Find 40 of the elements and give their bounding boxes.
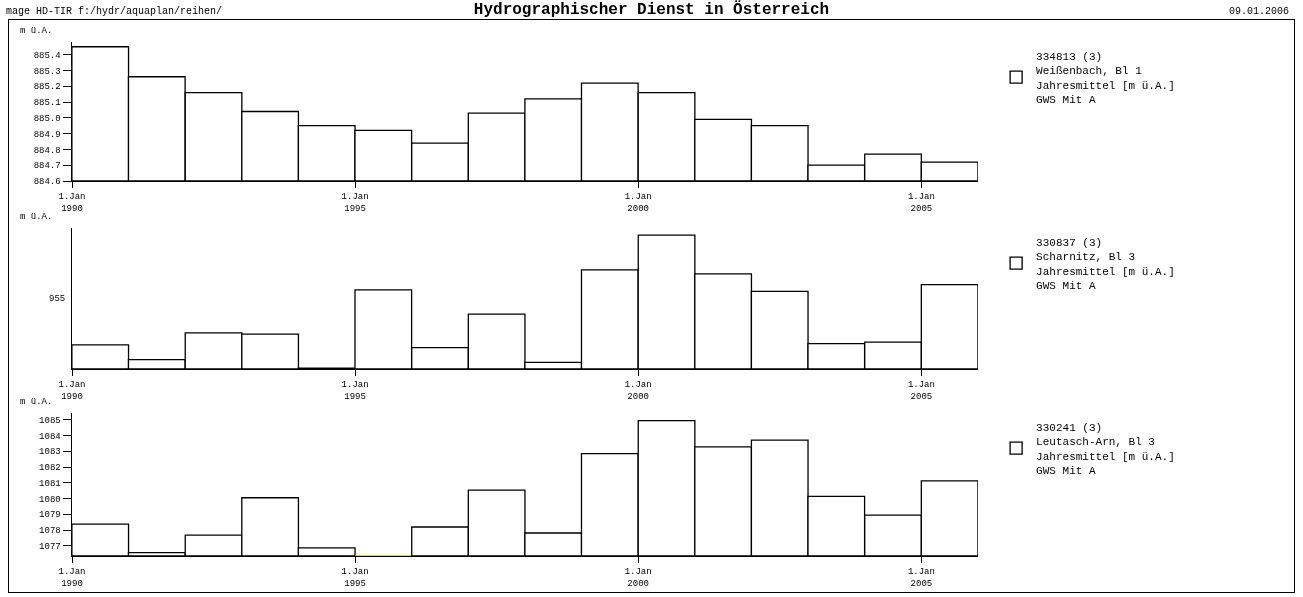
text: 955 (49, 294, 66, 304)
x-tick-label: 1.Jan 1995 (341, 379, 369, 402)
legend-label: 334813 (3) Weißenbach, Bl 1 Jahresmittel [m ü.A.] GWS Mit A (1036, 50, 1175, 106)
x-tick-label: 1.Jan 2005 (907, 379, 935, 402)
x-tick-label: 1.Jan 2005 (907, 191, 935, 214)
y-tick-label: 1081 (39, 478, 61, 489)
y-axis-title: m ü.A. (20, 26, 53, 36)
y-tick-label: 1080 (39, 494, 61, 505)
x-tick-label: 1.Jan 1995 (341, 566, 369, 589)
y-tick-label: 884.6 (33, 177, 61, 188)
y-tick-label: 885.3 (33, 66, 61, 77)
legend-label: 330241 (3) Leutasch-Arn, Bl 3 Jahresmittel [m ü.A.] GWS Mit A (1036, 421, 1175, 477)
x-tick-label: 1.Jan 1990 (58, 566, 86, 589)
y-tick-label: 885.1 (33, 98, 61, 109)
x-tick-label: 1.Jan 2005 (907, 566, 935, 589)
y-tick-label: 1083 (39, 447, 61, 458)
y-tick-label: 885.2 (33, 82, 61, 93)
y-tick-label: 1082 (39, 463, 61, 474)
y-tick-label: 884.8 (33, 145, 61, 156)
text: mage HD-TIR f:/hydr/aquaplan/reihen/ (6, 6, 223, 17)
y-tick-label: 1077 (39, 541, 61, 552)
y-tick-label: 884.9 (33, 129, 61, 140)
text: 09.01.2006 (1229, 6, 1290, 17)
y-tick-label: 1085 (39, 415, 61, 426)
y-axis-title: m ü.A. (20, 397, 53, 407)
y-tick-label: 1079 (39, 510, 61, 521)
y-axis-title: m ü.A. (20, 212, 53, 222)
y-tick-label: 885.4 (33, 50, 61, 61)
x-tick-label: 1.Jan 2000 (624, 566, 652, 589)
y-tick-label: 1084 (39, 431, 61, 442)
y-tick-label: 1078 (39, 526, 61, 537)
x-tick-label: 1.Jan 2000 (624, 379, 652, 402)
y-tick-label: 884.7 (33, 161, 61, 172)
x-tick-label: 1.Jan 1990 (58, 379, 86, 402)
y-tick-label: 885.0 (33, 113, 61, 124)
chart-title: Hydrographischer Dienst in Österreich (473, 0, 830, 20)
legend-label: 330837 (3) Scharnitz, Bl 3 Jahresmittel [m ü.A.] GWS Mit A (1036, 236, 1175, 292)
x-tick-label: 1.Jan 2000 (624, 191, 652, 214)
x-tick-label: 1.Jan 1995 (341, 191, 369, 214)
x-tick-label: 1.Jan 1990 (58, 191, 86, 214)
